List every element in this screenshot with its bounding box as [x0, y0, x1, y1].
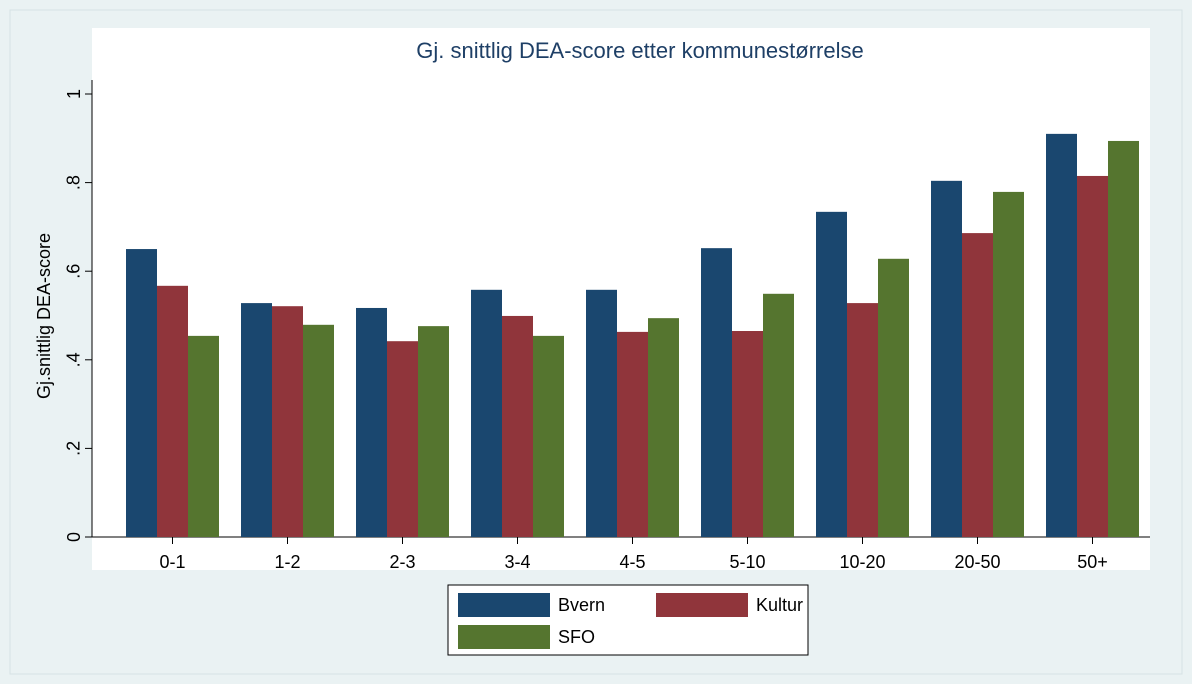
bar: [763, 293, 794, 537]
x-tick-label: 5-10: [729, 552, 765, 572]
bar: [356, 307, 387, 537]
bar: [157, 285, 188, 537]
legend-label: SFO: [558, 627, 595, 647]
bar: [701, 248, 732, 537]
bar: [1077, 175, 1108, 537]
bar: [188, 335, 219, 537]
bar: [126, 249, 157, 538]
bar: [648, 318, 679, 537]
bar: [962, 233, 993, 538]
bar: [1108, 140, 1139, 537]
x-tick-label: 1-2: [274, 552, 300, 572]
x-tick-label: 0-1: [159, 552, 185, 572]
bar: [418, 326, 449, 537]
bar: [241, 303, 272, 537]
legend-swatch: [458, 625, 550, 649]
bar: [303, 324, 334, 537]
bar: [816, 211, 847, 537]
y-tick-label: .4: [64, 352, 84, 367]
bar: [617, 331, 648, 537]
bar: [502, 315, 533, 537]
y-tick-label: 1: [64, 89, 84, 99]
chart-title: Gj. snittlig DEA-score etter kommunestør…: [416, 38, 863, 63]
bar: [387, 341, 418, 537]
y-axis-label: Gj.snittlig DEA-score: [34, 233, 54, 399]
bar: [471, 289, 502, 537]
bar: [847, 303, 878, 537]
legend-label: Bvern: [558, 595, 605, 615]
bar: [878, 258, 909, 537]
legend-label: Kultur: [756, 595, 803, 615]
bar: [533, 335, 564, 537]
y-tick-label: 0: [64, 532, 84, 542]
x-tick-label: 10-20: [839, 552, 885, 572]
x-tick-label: 3-4: [504, 552, 530, 572]
legend-swatch: [656, 593, 748, 617]
y-tick-label: .6: [64, 264, 84, 279]
x-tick-label: 4-5: [619, 552, 645, 572]
bar: [732, 331, 763, 537]
y-tick-label: .8: [64, 175, 84, 190]
legend-swatch: [458, 593, 550, 617]
x-tick-label: 2-3: [389, 552, 415, 572]
bar: [586, 289, 617, 537]
x-tick-label: 50+: [1077, 552, 1108, 572]
x-tick-label: 20-50: [954, 552, 1000, 572]
y-tick-label: .2: [64, 441, 84, 456]
bar: [993, 191, 1024, 537]
bar: [272, 306, 303, 537]
bar: [931, 180, 962, 537]
bar: [1046, 133, 1077, 537]
